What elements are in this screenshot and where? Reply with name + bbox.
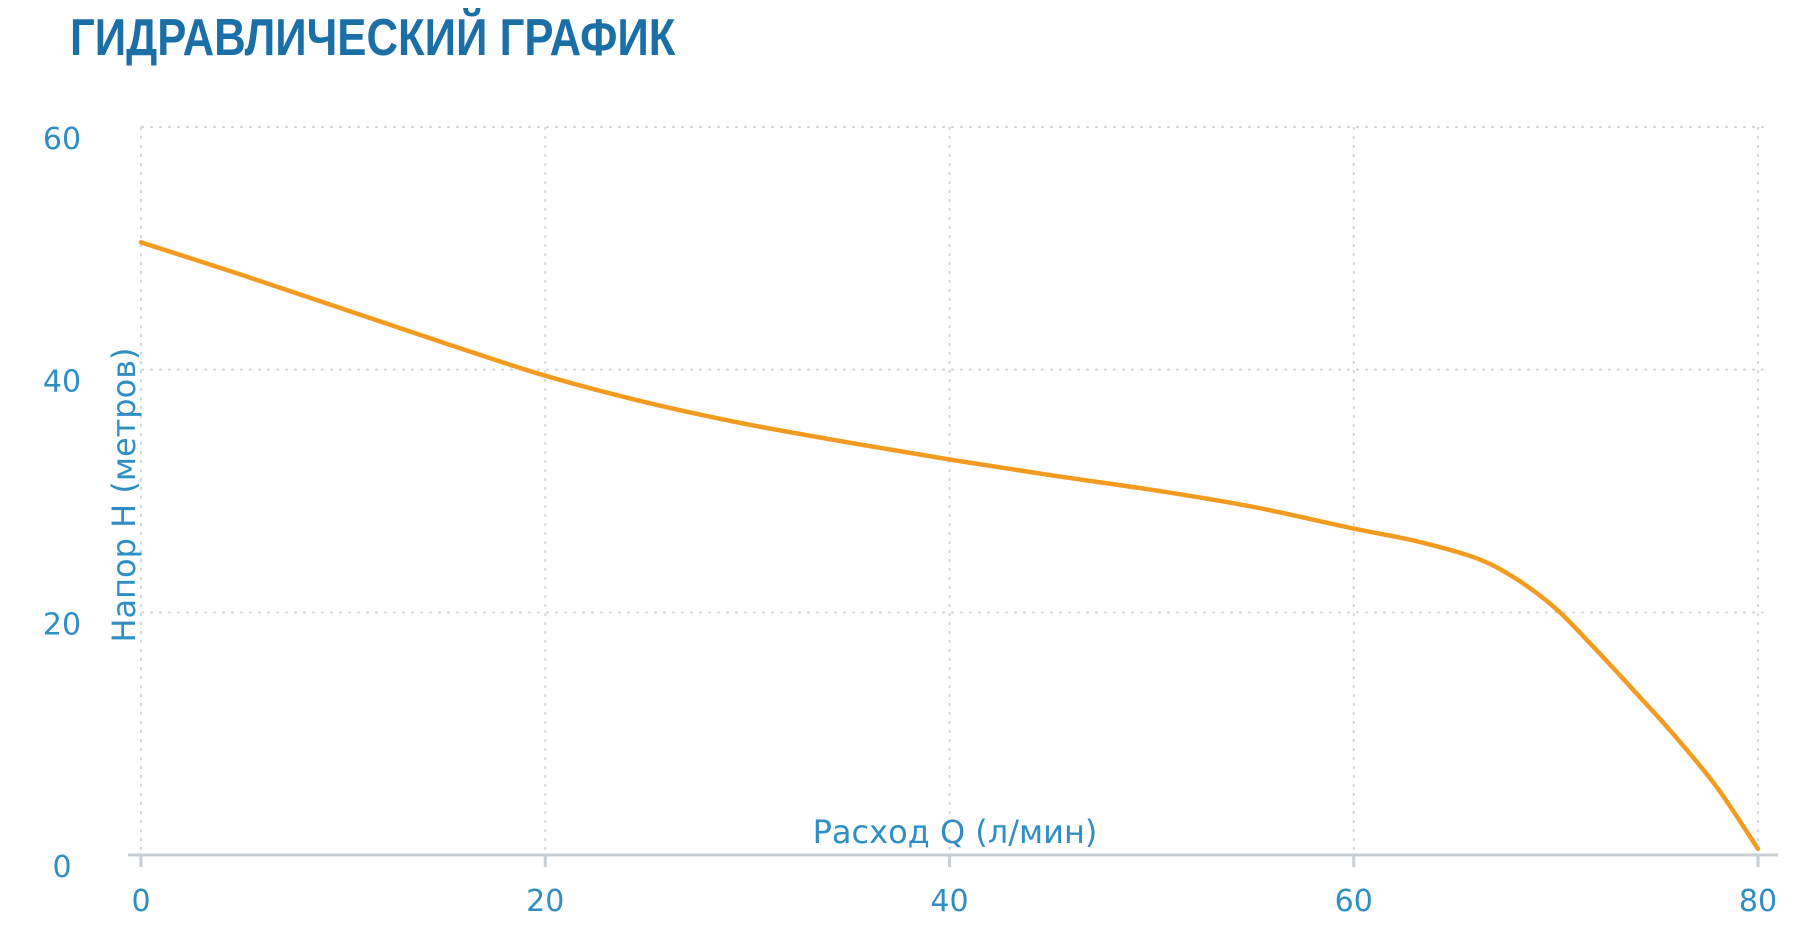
- x-axis-title: Расход Q (л/мин): [813, 813, 1098, 851]
- x-tick-label: 40: [930, 884, 968, 919]
- x-tick-label: 0: [131, 884, 150, 919]
- axes: [128, 853, 1778, 867]
- x-tick-label: 80: [1739, 884, 1777, 919]
- x-tick-label: 20: [526, 884, 564, 919]
- y-axis-title: Напор H (метров): [105, 347, 143, 642]
- y-tick-label: 40: [43, 365, 81, 400]
- y-tick-label: 0: [52, 850, 71, 885]
- grid-lines: [140, 126, 1766, 855]
- y-tick-label: 20: [43, 607, 81, 642]
- x-tick-label: 60: [1335, 884, 1373, 919]
- page-title: ГИДРАВЛИЧЕСКИЙ ГРАФИК: [70, 9, 676, 67]
- head-flow-curve: [138, 240, 1761, 852]
- tick-labels: 0 20 40 60 80 0 20 40 60: [43, 122, 1777, 919]
- y-tick-label: 60: [43, 122, 81, 157]
- curve-layer: [138, 240, 1761, 852]
